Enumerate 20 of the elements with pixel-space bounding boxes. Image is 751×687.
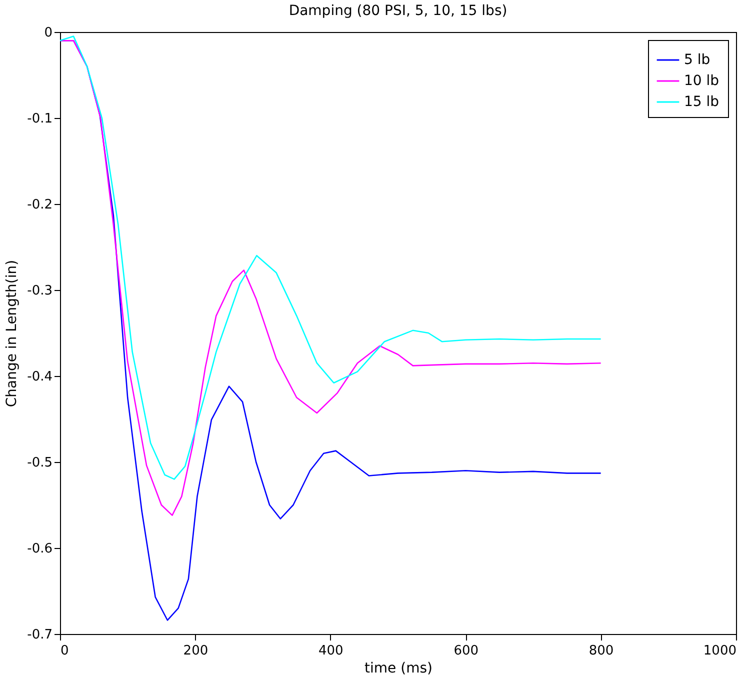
y-tick-label: -0.4 [27,370,52,384]
x-tick-label: 0 [60,644,69,658]
x-axis-title: time (ms) [364,660,432,676]
chart-title: Damping (80 PSI, 5, 10, 15 lbs) [288,3,508,19]
y-tick-label: -0.7 [27,628,52,642]
legend-label: 15 lb [684,94,720,110]
legend-label: 10 lb [684,73,720,89]
x-tick-label: 800 [588,644,614,658]
y-tick-label: -0.3 [27,284,52,298]
y-tick-label: 0 [44,26,52,40]
y-tick-label: -0.2 [27,198,52,212]
legend-label: 5 lb [684,52,710,68]
x-tick-label: 600 [454,644,479,658]
x-tick-label: 400 [318,644,344,658]
y-axis-title: Change in Length(in) [4,260,20,408]
y-tick-label: -0.6 [27,542,52,556]
y-tick-label: -0.1 [27,112,52,126]
y-tick-label: -0.5 [27,456,52,470]
x-tick-label: 1000 [703,644,736,658]
x-tick-label: 200 [183,644,208,658]
